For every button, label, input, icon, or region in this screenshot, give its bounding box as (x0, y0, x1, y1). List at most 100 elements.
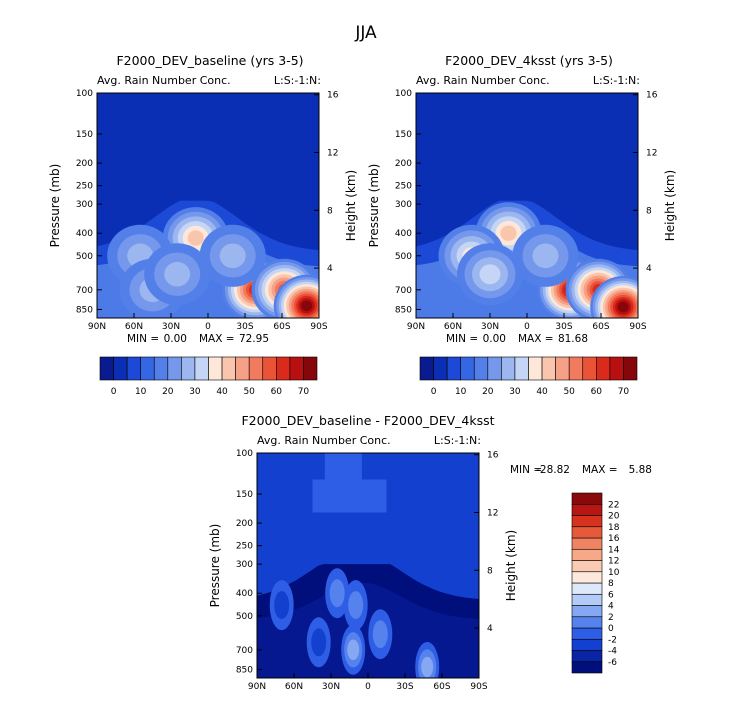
colorbar-label: 30 (509, 387, 521, 397)
data-blob-3 (372, 620, 388, 649)
data-blob-4 (421, 656, 434, 678)
colorbar-swatch (571, 515, 603, 528)
colorbar-label: 2 (608, 613, 614, 623)
x-tick-label: 60N (285, 682, 303, 692)
colorbar-label: 40 (536, 387, 548, 397)
y-tick-label: 250 (76, 182, 93, 192)
data-blob-0 (187, 230, 204, 246)
y-tick-label: 200 (76, 159, 93, 169)
max-value: 81.68 (558, 333, 588, 345)
variable-label: Avg. Rain Number Conc. (257, 434, 391, 447)
x-tick-label: 30N (162, 322, 180, 332)
colorbar-swatch (140, 356, 155, 381)
colorbar-label: 60 (271, 387, 283, 397)
x-tick-label: 30S (555, 322, 572, 332)
colorbar-swatch (126, 356, 141, 381)
field-layer (97, 93, 319, 318)
height-tick-label: 8 (327, 206, 333, 216)
y-tick-label: 150 (395, 130, 412, 140)
max-label: MAX = (199, 333, 235, 345)
colorbar-label: 16 (608, 534, 620, 544)
y-tick-label: 100 (76, 89, 93, 99)
colorbar-swatch (473, 356, 489, 381)
x-tick-label: 60S (592, 322, 609, 332)
y-tick-label: 850 (236, 665, 253, 675)
x-tick-label: 60N (125, 322, 143, 332)
y-axis-label: Pressure (mb) (48, 164, 62, 248)
max-label: MAX = (582, 464, 618, 476)
colorbar-label: 0 (111, 387, 117, 397)
colorbar-swatch (596, 356, 611, 381)
colorbar-swatch (541, 356, 556, 381)
max-value: 72.95 (239, 333, 269, 345)
colorbar-label: 10 (608, 568, 620, 578)
colorbar: 0 10 20 30 40 50 60 70 (419, 356, 638, 397)
colorbar-swatch (571, 593, 603, 606)
x-tick-label: 30N (481, 322, 499, 332)
colorbar-label: 50 (563, 387, 575, 397)
y-tick-label: 500 (236, 612, 253, 622)
colorbar-swatch (262, 356, 277, 381)
right-axis-label: Height (km) (344, 170, 358, 241)
colorbar-label: 30 (189, 387, 201, 397)
y-tick-label: 500 (76, 252, 93, 262)
colorbar-label: 18 (608, 523, 620, 533)
x-tick-label: 30S (236, 322, 253, 332)
x-tick-label: 30N (322, 682, 340, 692)
colorbar-swatch (571, 537, 603, 550)
colorbar-swatch (582, 356, 597, 381)
colorbar-swatch (609, 356, 624, 381)
min-value: -28.82 (536, 464, 570, 476)
colorbar-label: 10 (135, 387, 147, 397)
colorbar-swatch (303, 356, 318, 381)
colorbar-swatch (99, 356, 114, 381)
data-blob-7 (164, 261, 191, 287)
colorbar-swatch (289, 356, 304, 381)
y-tick-label: 100 (236, 449, 253, 459)
panel-4ksst: F2000_DEV_4ksst (yrs 3-5) Avg. Rain Numbe… (367, 53, 677, 397)
data-blob-2 (347, 639, 360, 661)
y-tick-label: 400 (236, 589, 253, 599)
variable-label: Avg. Rain Number Conc. (97, 74, 231, 87)
x-tick-label: 90S (310, 322, 327, 332)
colorbar-label: 70 (618, 387, 630, 397)
colorbar-swatch (568, 356, 584, 381)
y-tick-label: 850 (76, 305, 93, 315)
x-tick-label: 0 (205, 322, 211, 332)
colorbar-swatch (571, 492, 603, 505)
data-blob-1 (348, 591, 364, 620)
height-tick-label: 12 (487, 509, 498, 519)
colorbar-swatch (555, 356, 570, 381)
y-tick-label: 850 (395, 305, 412, 315)
y-tick-label: 250 (236, 542, 253, 552)
height-tick-label: 16 (487, 451, 499, 461)
data-blob-3 (301, 300, 313, 312)
data-blob-5 (479, 264, 501, 285)
colorbar-swatch (419, 356, 434, 381)
level-label: L:S:-1:N: (593, 74, 640, 87)
y-tick-label: 700 (395, 286, 412, 296)
height-tick-label: 8 (487, 566, 493, 576)
colorbar-swatch (113, 356, 128, 381)
colorbar-swatch (514, 356, 529, 381)
colorbar-swatch (571, 503, 603, 516)
colorbar-swatch (446, 356, 461, 381)
colorbar-label: 10 (455, 387, 467, 397)
colorbar-label: -4 (608, 647, 617, 657)
variable-label: Avg. Rain Number Conc. (416, 74, 550, 87)
x-tick-label: 60S (273, 322, 290, 332)
panel-title: F2000_DEV_4ksst (yrs 3-5) (445, 53, 613, 68)
panel-title: F2000_DEV_baseline - F2000_DEV_4ksst (241, 413, 494, 428)
colorbar-swatch (487, 356, 502, 381)
colorbar-swatch (248, 356, 264, 381)
min-label: MIN = (127, 333, 159, 345)
colorbar-label: 12 (608, 557, 619, 567)
colorbar-label: 20 (608, 512, 620, 522)
max-label: MAX = (518, 333, 554, 345)
y-tick-label: 300 (236, 560, 253, 570)
height-tick-label: 12 (327, 149, 338, 159)
y-tick-label: 400 (395, 229, 412, 239)
colorbar-swatch (571, 560, 603, 573)
data-blob-4 (617, 301, 629, 313)
